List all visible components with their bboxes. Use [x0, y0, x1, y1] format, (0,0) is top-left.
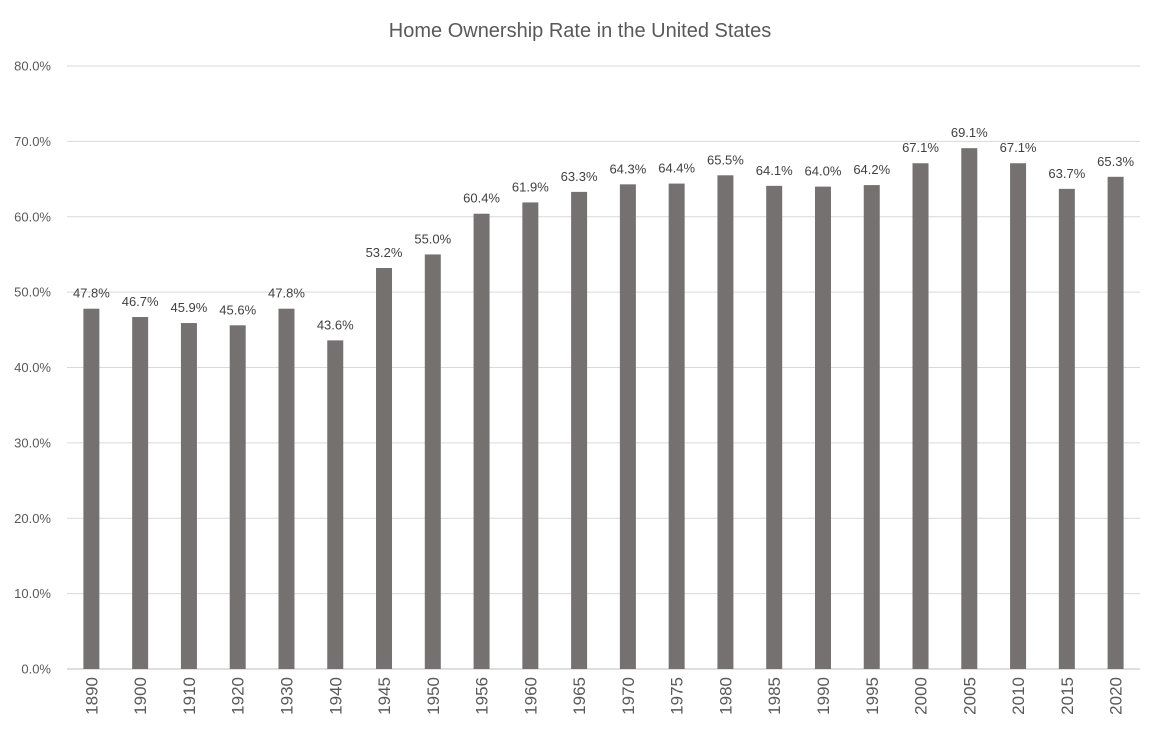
chart-title: Home Ownership Rate in the United States: [389, 20, 771, 42]
bar: [717, 175, 734, 669]
data-label: 45.9%: [170, 300, 207, 315]
y-tick-label: 40.0%: [14, 360, 51, 375]
data-label: 63.3%: [561, 169, 598, 184]
y-tick-label: 50.0%: [14, 285, 51, 300]
data-label: 65.5%: [707, 152, 744, 167]
y-axis-tick-labels: 0.0% 10.0% 20.0% 30.0% 40.0% 50.0% 60.0% 70.0% 8…: [14, 59, 51, 677]
data-label: 65.3%: [1097, 154, 1134, 169]
x-tick-label: 2010: [1009, 677, 1028, 715]
x-tick-label: 1995: [863, 677, 882, 715]
bar: [1010, 163, 1027, 669]
x-tick-label: 1960: [521, 677, 540, 715]
data-label: 45.6%: [219, 302, 256, 317]
x-tick-label: 1956: [473, 677, 492, 715]
data-label: 43.6%: [317, 317, 354, 332]
x-tick-label: 1910: [180, 677, 199, 715]
bar: [571, 191, 588, 669]
gridlines: [67, 65, 1140, 670]
data-label: 64.4%: [658, 161, 695, 176]
x-axis-tick-labels: 1890 1900 1910 1920 1930 1940 1945 1950 1956 1960…: [82, 677, 1125, 715]
x-tick-label: 2000: [912, 677, 931, 715]
y-tick-label: 80.0%: [14, 59, 51, 74]
x-tick-label: 1990: [814, 677, 833, 715]
x-tick-label: 2015: [1058, 677, 1077, 715]
y-tick-label: 60.0%: [14, 209, 51, 224]
data-label: 55.0%: [414, 231, 451, 246]
bar: [863, 185, 880, 669]
bar: [180, 323, 197, 669]
bar: [814, 186, 831, 669]
bar: [376, 268, 393, 669]
data-label: 46.7%: [122, 294, 159, 309]
data-label: 69.1%: [951, 125, 988, 140]
bar: [229, 325, 246, 669]
bar: [473, 213, 490, 670]
bar: [522, 202, 539, 669]
x-tick-label: 1975: [668, 677, 687, 715]
bars: [83, 148, 1124, 670]
y-tick-label: 20.0%: [14, 511, 51, 526]
bar: [327, 340, 344, 669]
data-label: 60.4%: [463, 191, 500, 206]
x-tick-label: 1940: [326, 677, 345, 715]
data-label: 53.2%: [366, 245, 403, 260]
bar: [278, 308, 295, 669]
data-label: 64.1%: [756, 163, 793, 178]
bar: [424, 254, 441, 669]
bar: [1058, 188, 1075, 669]
bar: [619, 184, 636, 669]
y-tick-label: 30.0%: [14, 435, 51, 450]
x-tick-label: 2005: [960, 677, 979, 715]
bar: [668, 183, 685, 669]
data-label: 63.7%: [1048, 166, 1085, 181]
x-tick-label: 1950: [424, 677, 443, 715]
data-label: 47.8%: [73, 286, 110, 301]
data-label: 64.0%: [805, 164, 842, 179]
bar: [83, 308, 100, 669]
data-label: 61.9%: [512, 179, 549, 194]
data-labels: 47.8% 46.7% 45.9% 45.6% 47.8% 43.6% 53.2% 55.0%…: [73, 125, 1135, 332]
x-tick-label: 1965: [570, 677, 589, 715]
data-label: 47.8%: [268, 286, 305, 301]
x-tick-label: 2020: [1107, 677, 1126, 715]
data-label: 67.1%: [902, 140, 939, 155]
x-tick-label: 1980: [716, 677, 735, 715]
y-tick-label: 10.0%: [14, 586, 51, 601]
x-tick-label: 1985: [765, 677, 784, 715]
x-tick-label: 1920: [229, 677, 248, 715]
bar: [912, 163, 929, 669]
x-tick-label: 1900: [131, 677, 150, 715]
x-tick-label: 1890: [82, 677, 101, 715]
y-tick-label: 70.0%: [14, 134, 51, 149]
data-label: 64.2%: [853, 162, 890, 177]
bar: [961, 148, 978, 669]
bar: [132, 316, 149, 669]
data-label: 64.3%: [609, 161, 646, 176]
x-tick-label: 1945: [375, 677, 394, 715]
y-tick-label: 0.0%: [21, 662, 51, 677]
x-tick-label: 1930: [277, 677, 296, 715]
bar: [766, 185, 783, 669]
x-tick-label: 1970: [619, 677, 638, 715]
bar: [1107, 176, 1124, 669]
data-label: 67.1%: [1000, 140, 1037, 155]
